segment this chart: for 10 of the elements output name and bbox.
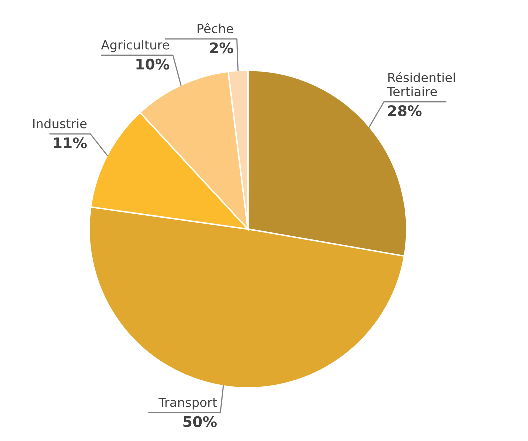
- data-label: 28%: [388, 106, 422, 117]
- data-label: 10%: [136, 58, 170, 70]
- data-label: 11%: [54, 138, 87, 149]
- slice-label: Résidentiel Tertiaire: [387, 72, 456, 96]
- slice-label: Industrie: [33, 118, 87, 129]
- slice-label: Pêche: [198, 23, 234, 34]
- data-label: 2%: [210, 42, 234, 54]
- slice-label: Agriculture: [101, 40, 170, 52]
- data-label: 50%: [184, 416, 217, 428]
- slice-label: Transport: [158, 398, 218, 410]
